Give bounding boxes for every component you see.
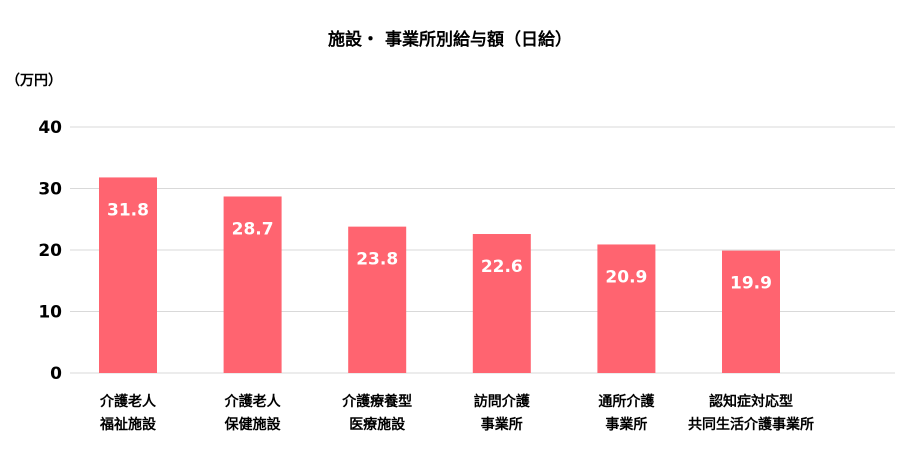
data-labels: 31.8 28.7 23.8 22.6 20.9 19.9 bbox=[107, 200, 772, 293]
x-tick-label: 介護療養型 bbox=[341, 393, 412, 410]
bars bbox=[99, 177, 780, 373]
bar bbox=[597, 244, 656, 373]
y-tick-label: 0 bbox=[50, 364, 62, 384]
x-tick-label: 訪問介護 bbox=[474, 393, 531, 410]
x-tick-label: 共同生活介護事業所 bbox=[688, 416, 814, 433]
x-tick-label: 介護老人 bbox=[224, 393, 282, 410]
y-tick-label: 30 bbox=[38, 180, 62, 200]
y-axis-unit-label: （万円） bbox=[6, 73, 62, 89]
bar bbox=[99, 177, 157, 373]
chart-title: 施設・ 事業所別給与額（日給） bbox=[328, 29, 572, 50]
x-tick-label: 事業所 bbox=[605, 416, 647, 433]
y-tick-label: 40 bbox=[38, 118, 62, 138]
x-tick-label: 福祉施設 bbox=[99, 416, 157, 433]
data-label: 31.8 bbox=[107, 200, 149, 220]
y-tick-label: 20 bbox=[38, 241, 62, 261]
bar bbox=[722, 250, 780, 373]
bar bbox=[472, 234, 531, 373]
data-label: 28.7 bbox=[232, 219, 274, 239]
x-tick-label: 介護老人 bbox=[99, 393, 157, 410]
x-tick-label: 事業所 bbox=[481, 416, 523, 433]
x-tick-label: 認知症対応型 bbox=[709, 393, 793, 410]
data-label: 22.6 bbox=[481, 257, 523, 277]
y-axis-ticks: 0 10 20 30 40 bbox=[38, 118, 62, 384]
x-tick-label: 保健施設 bbox=[224, 416, 282, 433]
data-label: 23.8 bbox=[356, 250, 398, 270]
y-tick-label: 10 bbox=[38, 303, 62, 323]
data-label: 19.9 bbox=[730, 274, 772, 294]
x-tick-label: 医療施設 bbox=[349, 416, 406, 433]
bar bbox=[223, 196, 282, 373]
x-tick-label: 通所介護 bbox=[598, 393, 655, 410]
data-label: 20.9 bbox=[605, 267, 647, 287]
bar bbox=[348, 226, 407, 373]
